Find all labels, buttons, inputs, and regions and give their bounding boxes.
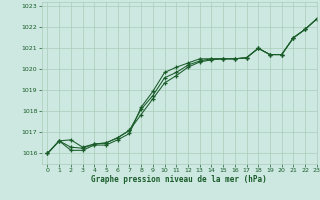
X-axis label: Graphe pression niveau de la mer (hPa): Graphe pression niveau de la mer (hPa) [91, 175, 267, 184]
